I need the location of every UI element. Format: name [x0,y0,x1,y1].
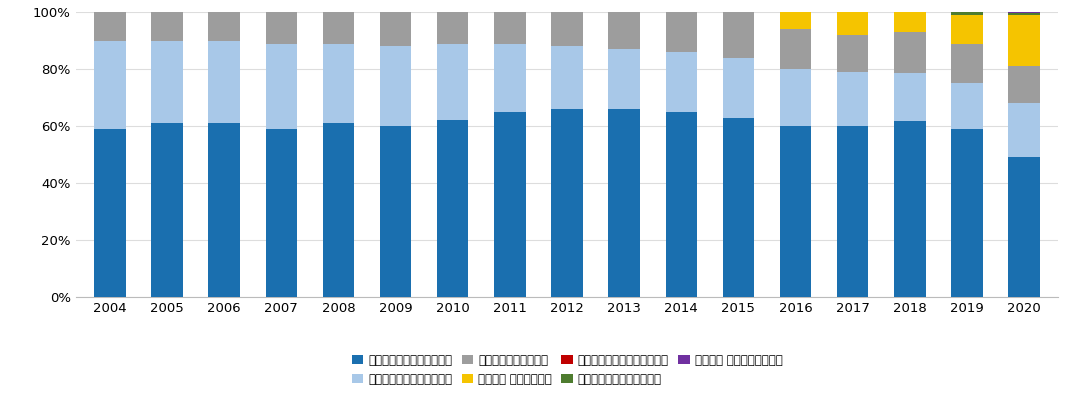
Bar [951,44,983,84]
Bar [1009,15,1040,66]
Bar [323,12,354,44]
Bar [951,12,983,15]
Bar [208,41,240,123]
Bar [1009,103,1040,157]
Bar [551,12,583,47]
Bar [723,12,754,58]
Bar [1009,13,1040,15]
Bar [151,41,183,123]
Bar [1009,157,1040,297]
Bar [495,12,526,44]
Bar [780,12,811,29]
Bar [323,44,354,123]
Bar [608,109,639,297]
Bar [1009,66,1040,103]
Bar [951,129,983,297]
Bar [94,41,125,129]
Bar [951,84,983,129]
Bar [495,112,526,297]
Bar [208,123,240,297]
Bar [608,12,639,49]
Bar [894,33,926,73]
Bar [380,126,411,297]
Bar [551,109,583,297]
Bar [665,12,697,52]
Bar [266,44,297,129]
Bar [608,49,639,109]
Bar [837,72,868,126]
Bar [551,47,583,109]
Bar [837,12,868,35]
Bar [266,12,297,44]
Bar [208,12,240,41]
Bar [151,123,183,297]
Bar [94,12,125,41]
Bar [894,73,926,122]
Bar [380,12,411,47]
Bar [894,12,926,33]
Bar [723,117,754,297]
Bar [495,44,526,112]
Bar [665,52,697,112]
Legend: 第一支柱基本养老保险规模, 第一支柱全国社保基金权益, 第二支柱企业年金规模, 第二支柱 职业年金规模, 第三支柱税延型养老保险规模, 第三支柱商业养老保险规模: 第一支柱基本养老保险规模, 第一支柱全国社保基金权益, 第二支柱企业年金规模, … [351,354,783,386]
Bar [437,120,469,297]
Bar [837,126,868,297]
Bar [780,126,811,297]
Bar [665,112,697,297]
Bar [437,44,469,120]
Bar [151,12,183,41]
Bar [437,12,469,44]
Bar [380,47,411,126]
Bar [837,35,868,72]
Bar [323,123,354,297]
Bar [780,29,811,69]
Bar [894,122,926,297]
Bar [780,69,811,126]
Bar [723,58,754,117]
Bar [1009,12,1040,13]
Bar [951,15,983,44]
Bar [266,129,297,297]
Bar [94,129,125,297]
